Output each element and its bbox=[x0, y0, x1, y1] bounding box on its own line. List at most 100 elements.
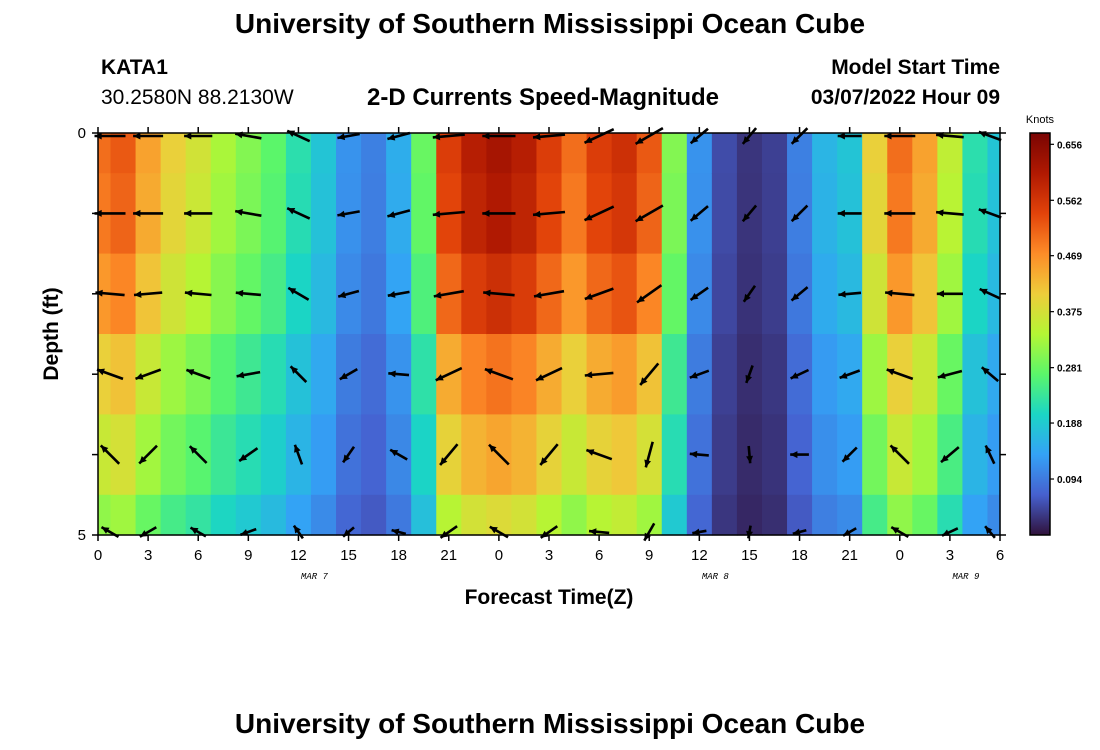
x-tick-label: 3 bbox=[545, 547, 553, 564]
x-tick-label: 6 bbox=[996, 547, 1004, 564]
heatmap-cell bbox=[611, 334, 638, 415]
heatmap-cell bbox=[987, 494, 1001, 536]
heatmap-cell bbox=[336, 494, 362, 536]
heatmap-cell bbox=[887, 133, 913, 174]
footer-title: University of Southern Mississippi Ocean… bbox=[234, 708, 866, 739]
current-vector-arrow bbox=[583, 205, 615, 222]
x-tick-label: 3 bbox=[144, 547, 152, 564]
heatmap-cell bbox=[361, 253, 387, 335]
current-vector-arrow bbox=[979, 287, 1001, 300]
current-vector-arrow bbox=[583, 128, 615, 144]
current-vector-arrow bbox=[741, 204, 758, 223]
heatmap-cell bbox=[962, 334, 989, 415]
heatmap-cell bbox=[310, 494, 337, 536]
heatmap-cell bbox=[862, 414, 888, 496]
heatmap-cell bbox=[210, 133, 237, 174]
heatmap-cell bbox=[987, 253, 1001, 335]
heatmap-cell bbox=[185, 133, 212, 174]
current-vector-arrow bbox=[790, 286, 809, 302]
heatmap-cell bbox=[761, 494, 788, 536]
heatmap-cell bbox=[761, 414, 788, 496]
current-vector-arrow bbox=[289, 365, 308, 384]
heatmap-cell bbox=[812, 173, 838, 255]
current-vector-arrow bbox=[184, 132, 213, 140]
heatmap-cell bbox=[461, 414, 487, 496]
heatmap-cell bbox=[962, 494, 989, 536]
current-vector-arrow bbox=[532, 133, 566, 141]
current-vector-arrow bbox=[184, 289, 212, 297]
current-vector-arrow bbox=[841, 446, 858, 463]
heatmap-cell bbox=[310, 173, 337, 255]
heatmap-cell bbox=[636, 494, 663, 536]
heatmap-cell bbox=[686, 494, 713, 536]
current-vector-arrow bbox=[292, 524, 304, 540]
station-coordinates: 30.2580N 88.2130W bbox=[101, 86, 294, 109]
heatmap-cell bbox=[812, 133, 838, 174]
current-vector-arrow bbox=[133, 209, 164, 217]
heatmap-cell bbox=[411, 173, 437, 255]
heatmap-cell bbox=[110, 334, 137, 415]
heatmap-cell bbox=[160, 494, 187, 536]
current-vector-arrow bbox=[742, 285, 757, 303]
heatmap-cell bbox=[862, 173, 888, 255]
heatmap-cell bbox=[561, 414, 588, 496]
heatmap-cell bbox=[812, 253, 838, 335]
heatmap-cell bbox=[937, 133, 964, 174]
heatmap-cell bbox=[511, 414, 538, 496]
heatmap-cell bbox=[661, 494, 688, 536]
heatmap-cell bbox=[611, 253, 638, 335]
chart-subtitle: 2-D Currents Speed-Magnitude bbox=[367, 84, 720, 111]
current-vector-arrow bbox=[689, 450, 709, 458]
colorbar-tick-label: 0.375 bbox=[1057, 308, 1082, 319]
colorbar-unit: Knots bbox=[1026, 114, 1055, 126]
heatmap-cell bbox=[310, 133, 337, 174]
x-tick-label: 6 bbox=[595, 547, 603, 564]
heatmap-cell bbox=[210, 173, 237, 255]
heatmap-cell bbox=[987, 414, 1001, 496]
heatmap-cell bbox=[812, 414, 838, 496]
current-vector-arrow bbox=[889, 444, 910, 465]
current-vector-arrow bbox=[936, 290, 963, 298]
heatmap-cell bbox=[661, 334, 688, 415]
heatmap-cell bbox=[361, 414, 387, 496]
heatmap-cell bbox=[486, 133, 513, 174]
heatmap-cell bbox=[711, 494, 738, 536]
x-tick-label: 6 bbox=[194, 547, 202, 564]
current-vector-arrow bbox=[342, 446, 356, 464]
heatmap-cell bbox=[310, 414, 337, 496]
heatmap-cell bbox=[862, 494, 888, 536]
heatmap-cell bbox=[711, 414, 738, 496]
heatmap-cell bbox=[98, 334, 112, 415]
date-label: MAR 7 bbox=[301, 572, 329, 582]
heatmap-cell bbox=[761, 133, 788, 174]
heatmap-cell bbox=[210, 414, 237, 496]
current-vector-arrow bbox=[884, 289, 915, 297]
heatmap-cell bbox=[486, 494, 513, 536]
heatmap-cell bbox=[310, 253, 337, 335]
heatmap-cell bbox=[561, 253, 588, 335]
x-axis-label: Forecast Time(Z) bbox=[465, 586, 634, 609]
current-vector-arrow bbox=[337, 210, 360, 218]
heatmap-cell bbox=[812, 334, 838, 415]
current-vector-arrow bbox=[337, 289, 360, 299]
heatmap-cell bbox=[361, 173, 387, 255]
heatmap-cell bbox=[98, 414, 112, 496]
heatmap-cell bbox=[686, 133, 713, 174]
colorbar-tick-label: 0.656 bbox=[1057, 140, 1082, 151]
heatmap-cell bbox=[561, 133, 588, 174]
heatmap-cell bbox=[260, 133, 287, 174]
heatmap-cell bbox=[461, 253, 487, 335]
current-vector-arrow bbox=[839, 369, 861, 380]
current-vector-arrow bbox=[133, 132, 164, 140]
current-vector-arrow bbox=[133, 290, 163, 298]
heatmap-cell bbox=[661, 414, 688, 496]
current-vector-arrow bbox=[387, 209, 411, 218]
heatmap-cell bbox=[160, 414, 187, 496]
current-vector-arrow bbox=[533, 289, 565, 299]
heatmap-cell bbox=[862, 133, 888, 174]
heatmap-cell bbox=[912, 334, 938, 415]
current-vector-arrow bbox=[790, 368, 810, 380]
date-label: MAR 9 bbox=[952, 572, 980, 582]
current-vector-arrow bbox=[287, 286, 310, 301]
